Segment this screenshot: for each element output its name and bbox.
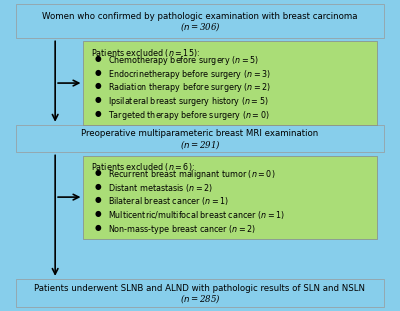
Text: ●: ● xyxy=(95,195,101,204)
Text: Women who confirmed by pathologic examination with breast carcinoma: Women who confirmed by pathologic examin… xyxy=(42,12,358,21)
Text: ●: ● xyxy=(95,67,101,77)
FancyBboxPatch shape xyxy=(16,4,384,38)
Text: Non-mass-type breast cancer ($n$ = 2): Non-mass-type breast cancer ($n$ = 2) xyxy=(108,223,256,236)
Text: ●: ● xyxy=(95,223,101,232)
Text: ●: ● xyxy=(95,95,101,104)
Text: Patients underwent SLNB and ALND with pathologic results of SLN and NSLN: Patients underwent SLNB and ALND with pa… xyxy=(34,284,366,293)
Text: ($n$ = 291): ($n$ = 291) xyxy=(180,138,220,151)
Text: ●: ● xyxy=(95,168,101,177)
Text: Recurrent breast malignant tumor ($n$ = 0): Recurrent breast malignant tumor ($n$ = … xyxy=(108,168,275,181)
Text: Patients excluded ($n$ = 15):: Patients excluded ($n$ = 15): xyxy=(91,47,200,59)
Text: Targeted therapy before surgery ($n$ = 0): Targeted therapy before surgery ($n$ = 0… xyxy=(108,109,270,122)
Text: ($n$ = 306): ($n$ = 306) xyxy=(180,21,220,34)
Text: Multicentric/multifocal breast cancer ($n$ = 1): Multicentric/multifocal breast cancer ($… xyxy=(108,209,285,221)
Text: Chemotherapy before surgery ($n$ = 5): Chemotherapy before surgery ($n$ = 5) xyxy=(108,54,259,67)
Text: Bilateral breast cancer ($n$ = 1): Bilateral breast cancer ($n$ = 1) xyxy=(108,195,229,207)
Text: ●: ● xyxy=(95,109,101,118)
Text: Radiation therapy before surgery ($n$ = 2): Radiation therapy before surgery ($n$ = … xyxy=(108,81,271,94)
Text: Patients excluded ($n$ = 6):: Patients excluded ($n$ = 6): xyxy=(91,161,195,173)
Text: ●: ● xyxy=(95,209,101,218)
FancyBboxPatch shape xyxy=(83,41,377,125)
Text: ●: ● xyxy=(95,182,101,191)
FancyBboxPatch shape xyxy=(16,279,384,307)
FancyBboxPatch shape xyxy=(16,125,384,152)
FancyBboxPatch shape xyxy=(83,156,377,239)
Text: Distant metastasis ($n$ = 2): Distant metastasis ($n$ = 2) xyxy=(108,182,213,193)
Text: ●: ● xyxy=(95,54,101,63)
Text: ($n$ = 285): ($n$ = 285) xyxy=(180,292,220,305)
Text: ●: ● xyxy=(95,81,101,90)
Text: Ipsilateral breast surgery history ($n$ = 5): Ipsilateral breast surgery history ($n$ … xyxy=(108,95,268,108)
Text: Preoperative multiparameteric breast MRI examination: Preoperative multiparameteric breast MRI… xyxy=(81,129,319,138)
Text: Endocrinetherapy before surgery ($n$ = 3): Endocrinetherapy before surgery ($n$ = 3… xyxy=(108,67,271,81)
